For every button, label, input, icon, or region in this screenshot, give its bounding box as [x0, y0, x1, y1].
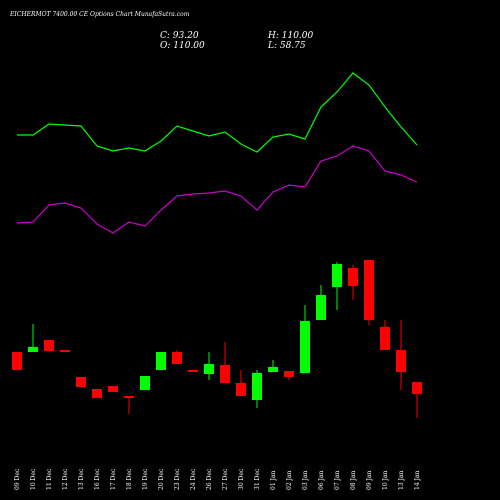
- candle-body: [76, 377, 86, 387]
- x-tick-label: 23 Dec: [174, 468, 181, 490]
- candle-body: [316, 295, 326, 320]
- x-tick-label: 18 Dec: [126, 468, 133, 490]
- candle-body: [332, 264, 342, 287]
- x-tick-label: 31 Dec: [254, 468, 261, 490]
- candle-body: [28, 347, 38, 352]
- stat-open: O: 110.00: [160, 41, 205, 51]
- x-tick-label: 06 Jan: [318, 470, 325, 490]
- line-series: [16, 145, 418, 234]
- candle-body: [172, 352, 182, 364]
- candle-body: [364, 260, 374, 320]
- candle-body: [12, 352, 22, 370]
- x-tick-label: 07 Jan: [334, 470, 341, 490]
- x-tick-label: 19 Dec: [142, 468, 149, 490]
- candle-body: [92, 389, 102, 398]
- x-tick-label: 26 Dec: [206, 468, 213, 490]
- chart-title: EICHERMOT 7400.00 CE Options Chart Munaf…: [9, 11, 190, 18]
- x-tick-label: 02 Jan: [286, 470, 293, 490]
- x-tick-label: 13 Dec: [78, 468, 85, 490]
- candle-body: [396, 350, 406, 372]
- x-tick-label: 24 Dec: [190, 468, 197, 490]
- x-tick-label: 17 Dec: [110, 468, 117, 490]
- candle-body: [108, 386, 118, 392]
- candle-body: [252, 373, 262, 400]
- x-tick-label: 20 Dec: [158, 468, 165, 490]
- candle-body: [348, 268, 358, 286]
- line-series: [17, 72, 418, 153]
- candle-body: [188, 370, 198, 372]
- stat-close: C: 93.20: [160, 31, 199, 41]
- x-tick-label: 09 Dec: [14, 468, 21, 490]
- candle-body: [380, 327, 390, 350]
- x-tick-label: 27 Dec: [222, 468, 229, 490]
- candle-body: [412, 382, 422, 394]
- x-tick-label: 10 Dec: [30, 468, 37, 490]
- candle-body: [220, 365, 230, 383]
- candle-body: [236, 383, 246, 396]
- x-tick-label: 10 Jan: [382, 470, 389, 490]
- candle-body: [268, 367, 278, 372]
- x-tick-label: 11 Dec: [46, 468, 53, 490]
- x-tick-label: 14 Jan: [414, 470, 421, 490]
- x-tick-label: 08 Jan: [350, 470, 357, 490]
- stat-high: H: 110.00: [267, 31, 314, 41]
- x-tick-label: 12 Dec: [62, 468, 69, 490]
- candle-body: [44, 340, 54, 351]
- x-tick-label: 01 Jan: [270, 470, 277, 490]
- candle-body: [140, 376, 150, 390]
- x-tick-label: 30 Dec: [238, 468, 245, 490]
- x-tick-label: 03 Jan: [302, 470, 309, 490]
- x-tick-label: 13 Jan: [398, 470, 405, 490]
- candle-body: [204, 364, 214, 374]
- candle-body: [156, 352, 166, 370]
- candle-body: [60, 350, 70, 352]
- x-tick-label: 16 Dec: [94, 468, 101, 490]
- candle-body: [124, 396, 134, 398]
- x-tick-label: 09 Jan: [366, 470, 373, 490]
- candle-body: [284, 371, 294, 377]
- stat-low: L: 58.75: [267, 41, 306, 51]
- candle-body: [300, 321, 310, 373]
